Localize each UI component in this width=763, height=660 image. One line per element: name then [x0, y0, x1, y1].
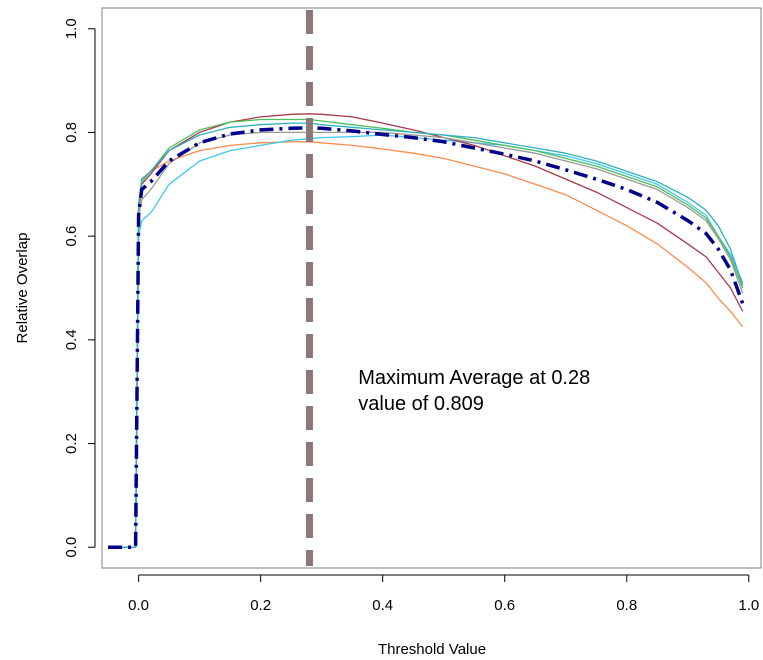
- x-axis-title: Threshold Value: [378, 641, 486, 658]
- series-line-4: [108, 118, 744, 548]
- y-axis: 0.0 0.2 0.4 0.6 0.8 1.0: [63, 18, 96, 558]
- series-line-3: [108, 113, 744, 548]
- x-tick-label: 0.0: [128, 597, 149, 614]
- y-tick-label: 0.0: [63, 537, 80, 558]
- annotation-line-2: value of 0.809: [358, 393, 484, 415]
- x-tick-label: 1.0: [738, 597, 759, 614]
- y-axis-title: Relative Overlap: [14, 233, 31, 344]
- y-tick-label: 0.8: [63, 122, 80, 143]
- series-layer: [108, 113, 745, 550]
- x-axis: 0.0 0.2 0.4 0.6 0.8 1.0: [128, 574, 759, 614]
- annotation-line-1: Maximum Average at 0.28: [358, 367, 590, 389]
- y-tick-label: 0.2: [63, 433, 80, 454]
- x-tick-label: 0.4: [372, 597, 393, 614]
- x-tick-label: 0.2: [250, 597, 271, 614]
- y-tick-label: 0.4: [63, 329, 80, 350]
- series-line-1: [108, 141, 744, 548]
- x-tick-label: 0.6: [494, 597, 515, 614]
- y-tick-label: 0.6: [63, 226, 80, 247]
- series-line-2: [108, 134, 744, 548]
- series-line-6: [108, 122, 744, 548]
- series-line-5: [108, 131, 744, 548]
- plot-frame: [101, 7, 762, 569]
- average-series-line: [108, 126, 745, 550]
- y-tick-label: 1.0: [63, 18, 80, 39]
- x-tick-label: 0.8: [616, 597, 637, 614]
